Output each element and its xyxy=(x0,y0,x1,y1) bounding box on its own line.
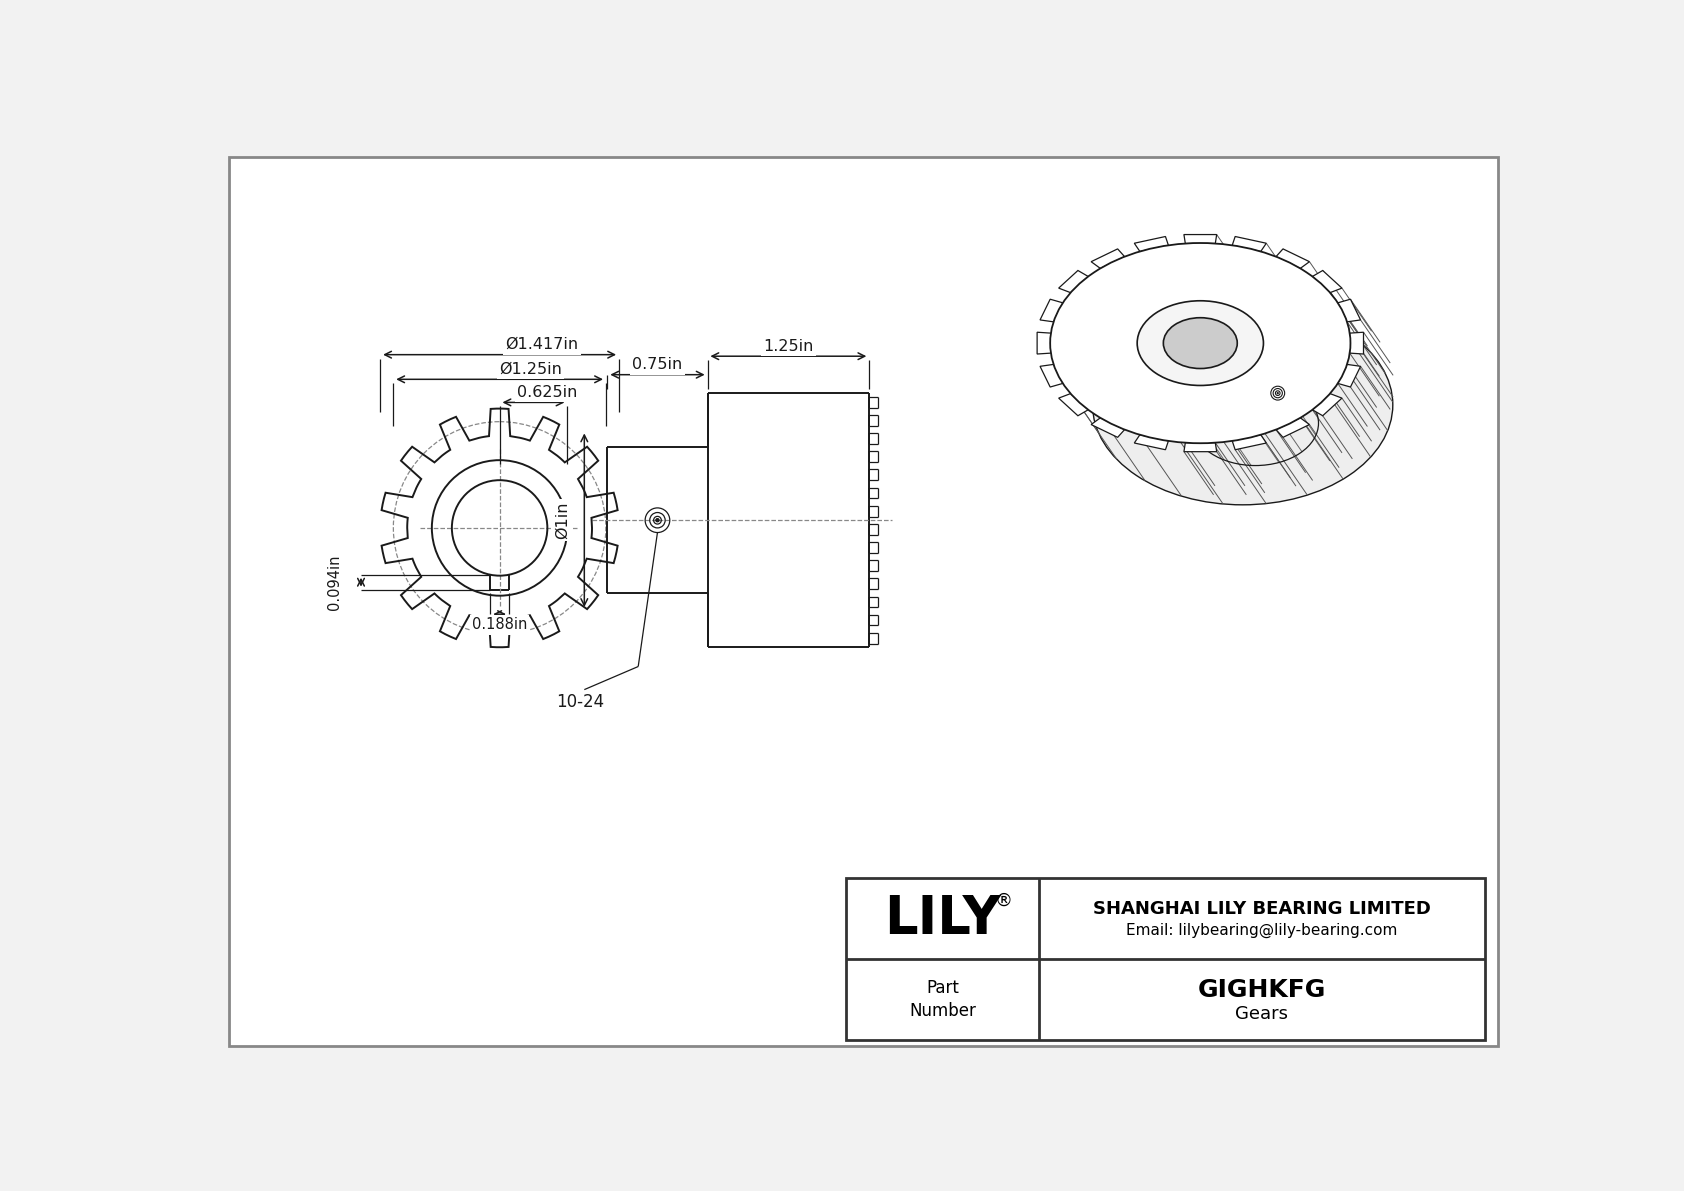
Polygon shape xyxy=(1184,443,1216,451)
Polygon shape xyxy=(1059,270,1088,293)
Circle shape xyxy=(1276,392,1278,394)
Text: 0.188in: 0.188in xyxy=(472,617,527,632)
Polygon shape xyxy=(1276,418,1310,437)
Ellipse shape xyxy=(1164,318,1238,368)
Text: LILY: LILY xyxy=(884,893,1000,944)
Text: 0.094in: 0.094in xyxy=(327,555,342,610)
Polygon shape xyxy=(1233,435,1266,450)
Text: Email: lilybearing@lily-bearing.com: Email: lilybearing@lily-bearing.com xyxy=(1127,923,1398,939)
Text: SHANGHAI LILY BEARING LIMITED: SHANGHAI LILY BEARING LIMITED xyxy=(1093,900,1431,918)
Text: Ø1.417in: Ø1.417in xyxy=(505,337,579,353)
Text: Gears: Gears xyxy=(1236,1005,1288,1023)
Polygon shape xyxy=(1091,418,1125,437)
Polygon shape xyxy=(1041,299,1063,322)
Polygon shape xyxy=(1312,270,1342,293)
Polygon shape xyxy=(1037,332,1051,354)
Text: Ø1.25in: Ø1.25in xyxy=(498,362,562,376)
Text: Ø1in: Ø1in xyxy=(556,501,571,540)
Ellipse shape xyxy=(1093,305,1393,505)
Polygon shape xyxy=(1233,237,1266,251)
Text: 1.25in: 1.25in xyxy=(763,338,813,354)
Polygon shape xyxy=(1349,332,1364,354)
Ellipse shape xyxy=(1137,301,1263,386)
Polygon shape xyxy=(1041,364,1063,387)
Polygon shape xyxy=(1059,393,1088,416)
Text: 0.625in: 0.625in xyxy=(517,385,578,400)
Polygon shape xyxy=(1184,235,1216,243)
Polygon shape xyxy=(1135,435,1169,450)
Ellipse shape xyxy=(1051,243,1351,443)
Text: ®: ® xyxy=(995,892,1014,910)
Polygon shape xyxy=(1337,364,1361,387)
Polygon shape xyxy=(1312,393,1342,416)
Circle shape xyxy=(657,519,658,522)
Text: 10-24: 10-24 xyxy=(556,693,605,711)
Polygon shape xyxy=(1091,249,1125,268)
Polygon shape xyxy=(1135,237,1169,251)
Text: GIGHKFG: GIGHKFG xyxy=(1197,978,1325,1002)
Polygon shape xyxy=(1276,249,1310,268)
Text: 0.75in: 0.75in xyxy=(632,357,682,372)
Text: Part
Number: Part Number xyxy=(909,979,975,1021)
Bar xyxy=(845,878,1485,1040)
Polygon shape xyxy=(1337,299,1361,322)
